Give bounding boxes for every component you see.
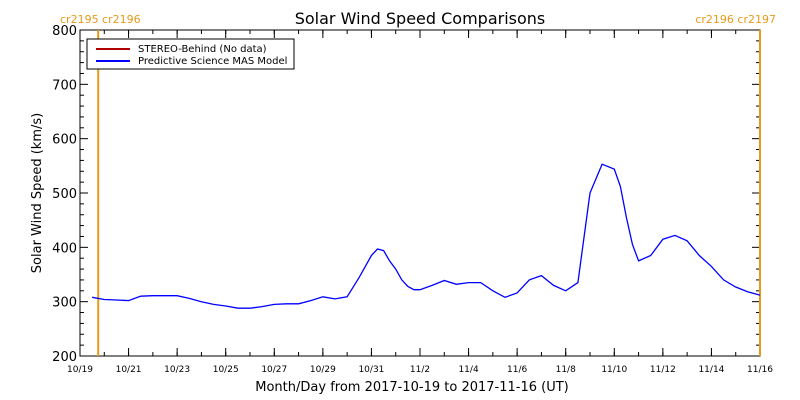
- x-tick-label: 11/16: [747, 365, 773, 375]
- series-line-1: [91, 163, 761, 309]
- y-axis: 200 300 400 500 600 700 800: [52, 24, 760, 365]
- chart-title: Solar Wind Speed Comparisons: [295, 9, 546, 28]
- x-tick-label: 10/25: [213, 365, 239, 375]
- y-tick-label: 800: [52, 24, 77, 39]
- x-axis: 10/19 10/21 10/23 10/25 10/27 10/29 10/31 11/2 1…: [67, 30, 773, 375]
- x-tick-label: 10/27: [261, 365, 287, 375]
- y-tick-label: 400: [52, 241, 77, 256]
- y-tick-label: 700: [52, 78, 77, 93]
- plot-frame: [79, 29, 761, 357]
- x-tick-label: 10/29: [310, 365, 336, 375]
- x-tick-label: 11/2: [410, 365, 430, 375]
- x-tick-label: 11/6: [507, 365, 527, 375]
- legend-box: [86, 38, 295, 70]
- x-tick-label: 10/31: [358, 365, 384, 375]
- x-axis-label: Month/Day from 2017-10-19 to 2017-11-16 …: [255, 380, 568, 395]
- carrington-marker-label-left: cr2195 cr2196: [60, 13, 141, 26]
- carrington-markers: [97, 30, 761, 356]
- x-tick-label: 10/23: [164, 365, 190, 375]
- x-tick-label: 11/12: [650, 365, 676, 375]
- y-tick-label: 200: [52, 350, 77, 365]
- legend-label-stereo-behind: STEREO-Behind (No data): [138, 44, 267, 55]
- x-tick-label: 11/8: [556, 365, 576, 375]
- legend-label-mas-model: Predictive Science MAS Model: [138, 56, 287, 67]
- x-tick-label: 11/14: [698, 365, 724, 375]
- y-axis-label: Solar Wind Speed (km/s): [30, 113, 45, 273]
- carrington-marker-label-right: cr2196 cr2197: [695, 13, 776, 26]
- x-tick-label: 11/10: [601, 365, 627, 375]
- x-tick-label: 10/21: [116, 365, 142, 375]
- y-tick-label: 500: [52, 187, 77, 202]
- x-tick-label: 10/19: [67, 365, 93, 375]
- x-tick-label: 11/4: [458, 365, 478, 375]
- y-tick-label: 600: [52, 133, 77, 148]
- y-tick-label: 300: [52, 296, 77, 311]
- series-lines: [91, 163, 761, 309]
- legend: STEREO-Behind (No data) Predictive Scien…: [86, 38, 295, 70]
